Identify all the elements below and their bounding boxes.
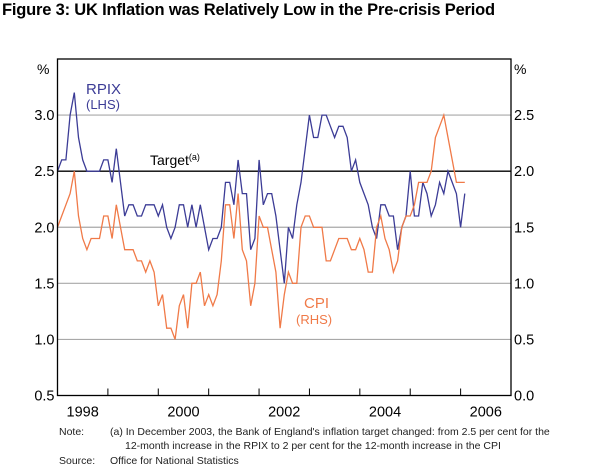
note-line-1: (a) In December 2003, the Bank of Englan… [110,426,550,438]
cpi-series-label: CPI [304,295,329,312]
plot-frame [56,58,512,397]
gridlines [57,114,511,341]
right-y-tick-label: 0.0 [514,389,534,405]
target-label-superscript: (a) [189,152,200,162]
left-y-tick-label: 1.0 [34,332,54,348]
right-y-tick-label: 1.5 [514,220,534,236]
right-axis-unit-label: % [514,61,526,77]
x-tick-label: 2000 [167,405,199,421]
target-label: Target(a) [150,152,200,168]
source-label: Source: [59,455,96,467]
right-y-tick-label: 1.0 [514,276,534,292]
note-line-2: 12-month increase in the RPIX to 2 per c… [125,440,501,452]
y-axis-ticks: 0.5 1.0 1.5 2.0 2.5 3.0 0.0 0.5 1.0 1.5 2.0 2.5 [34,108,534,404]
series-lines [56,92,466,340]
rpix-axis-label: (LHS) [86,97,120,112]
left-y-tick-label: 2.5 [34,164,54,180]
right-y-tick-label: 2.0 [514,164,534,180]
source-text: Office for National Statistics [110,455,239,467]
chart-title: Figure 3: UK Inflation was Relatively Lo… [2,1,495,19]
series-line-cpi [56,112,465,340]
series-line-rpix [56,92,466,284]
left-axis-unit-label: % [37,61,49,77]
left-y-tick-label: 1.5 [34,276,54,292]
x-tick-label: 2006 [470,405,502,421]
x-tick-label: 2002 [268,405,300,421]
right-y-tick-label: 2.5 [514,108,534,124]
note-label: Note: [59,426,85,438]
left-y-tick-label: 0.5 [34,389,54,405]
rpix-series-label: RPIX [86,81,121,98]
x-axis-ticks: 1998 2000 2002 2004 2006 [67,388,502,421]
left-y-tick-label: 2.0 [34,220,54,236]
target-label-text: Target [150,152,189,168]
x-tick-label: 1998 [67,405,99,421]
right-y-tick-label: 0.5 [514,332,534,348]
left-y-tick-label: 3.0 [34,108,54,124]
x-tick-label: 2004 [369,405,401,421]
cpi-axis-label: (RHS) [296,312,332,327]
